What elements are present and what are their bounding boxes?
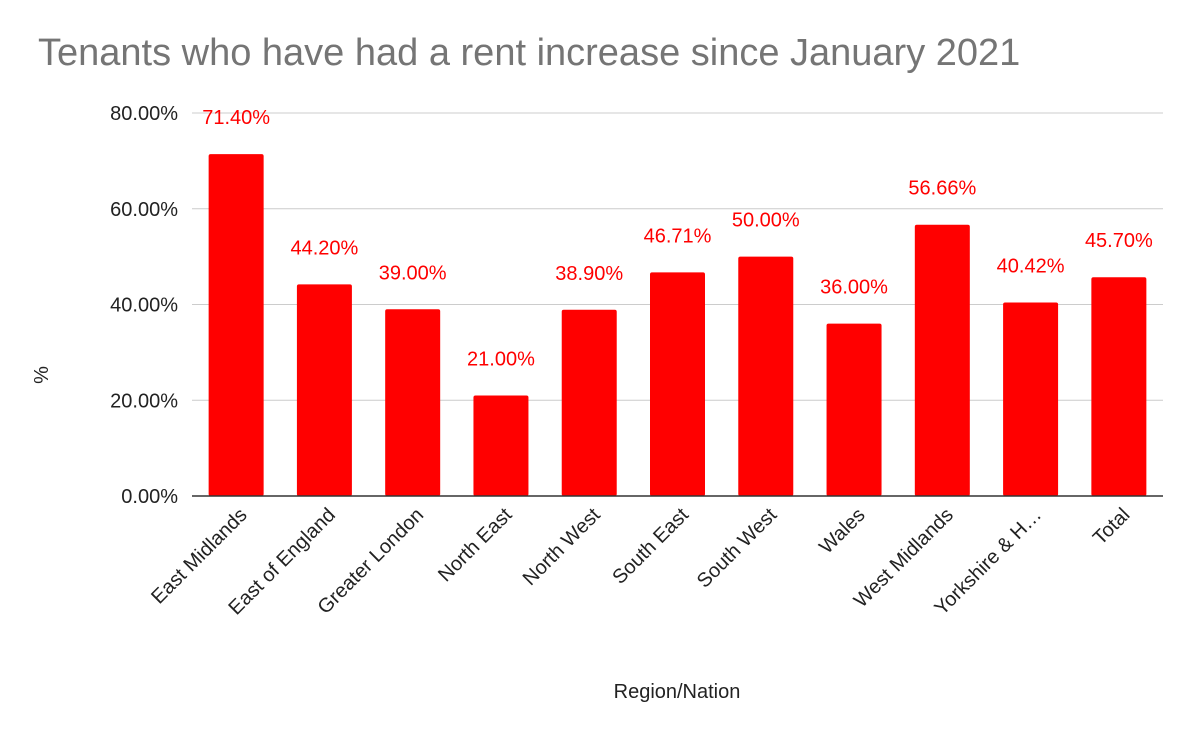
x-axis-title: Region/Nation xyxy=(614,681,741,703)
data-label: 40.42% xyxy=(997,255,1065,277)
chart-title: Tenants who have had a rent increase sin… xyxy=(38,32,1021,74)
data-label: 45.70% xyxy=(1085,230,1153,252)
x-tick-label: North West xyxy=(519,504,605,590)
bar xyxy=(208,154,264,497)
x-tick-label: South West xyxy=(693,504,782,593)
x-tick-label: Wales xyxy=(815,504,869,558)
bar xyxy=(1003,302,1059,496)
bar xyxy=(473,395,529,496)
data-label: 71.40% xyxy=(202,107,270,129)
x-tick-label: North East xyxy=(434,504,517,587)
bar xyxy=(826,323,882,496)
bar xyxy=(738,256,794,496)
y-tick-label: 20.00% xyxy=(110,390,178,412)
data-label: 44.20% xyxy=(290,237,358,259)
data-label: 39.00% xyxy=(379,262,447,284)
x-tick-label: South East xyxy=(608,504,693,589)
y-tick-label: 60.00% xyxy=(110,199,178,221)
y-tick-label: 40.00% xyxy=(110,295,178,317)
data-label: 36.00% xyxy=(820,277,888,299)
data-label: 56.66% xyxy=(908,178,976,200)
y-tick-label: 80.00% xyxy=(110,103,178,125)
y-axis-title: % xyxy=(31,366,53,384)
bar xyxy=(385,309,441,496)
bars xyxy=(208,154,1147,497)
data-label: 21.00% xyxy=(467,348,535,370)
bar xyxy=(914,224,970,497)
bar xyxy=(1091,277,1147,496)
data-label: 50.00% xyxy=(732,210,800,232)
x-tick-label: Total xyxy=(1089,504,1134,549)
bar xyxy=(650,272,705,496)
data-labels: 71.40% 44.20% 39.00% 21.00% 38.90% 46.71% 50.0… xyxy=(202,107,1153,370)
bar xyxy=(296,284,352,496)
data-label: 38.90% xyxy=(555,263,623,285)
data-label: 46.71% xyxy=(644,225,712,247)
y-tick-label: 0.00% xyxy=(121,486,178,508)
bar xyxy=(561,309,617,496)
y-axis-ticks: 0.00% 20.00% 40.00% 60.00% 80.00% xyxy=(110,103,178,508)
